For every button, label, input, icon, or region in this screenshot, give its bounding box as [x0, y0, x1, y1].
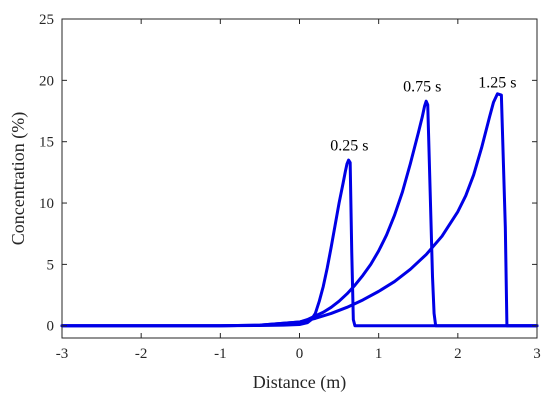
time-annotation: 1.25 s: [478, 75, 516, 92]
x-tick-label: -3: [56, 346, 69, 362]
y-tick-label: 10: [39, 196, 54, 212]
x-axis-ticks: -3 -2 -1 0 1 2 3: [56, 19, 541, 362]
y-tick-label: 15: [39, 135, 54, 151]
y-axis-ticks: 0 5 10 15 20 25: [39, 12, 537, 335]
x-tick-label: -2: [135, 346, 148, 362]
x-axis-label: Distance (m): [253, 372, 346, 393]
y-tick-label: 20: [39, 73, 54, 89]
annotations-group: 0.25 s 0.75 s 1.25 s: [330, 75, 516, 155]
y-axis-label: Concentration (%): [8, 112, 29, 245]
curves-group: [60, 92, 539, 328]
time-annotation: 0.75 s: [403, 78, 441, 95]
concentration-curve-3: [60, 92, 539, 328]
y-tick-label: 25: [39, 12, 54, 28]
concentration-curve-1: [60, 158, 539, 328]
concentration-curve-2: [60, 99, 539, 328]
y-tick-label: 5: [47, 257, 55, 273]
time-annotation: 0.25 s: [330, 137, 368, 154]
y-tick-label: 0: [47, 319, 55, 335]
x-tick-label: -1: [214, 346, 227, 362]
x-tick-label: 2: [454, 346, 462, 362]
x-tick-label: 0: [296, 346, 304, 362]
x-tick-label: 3: [533, 346, 541, 362]
x-tick-label: 1: [375, 346, 383, 362]
plot-frame: [61, 18, 538, 339]
